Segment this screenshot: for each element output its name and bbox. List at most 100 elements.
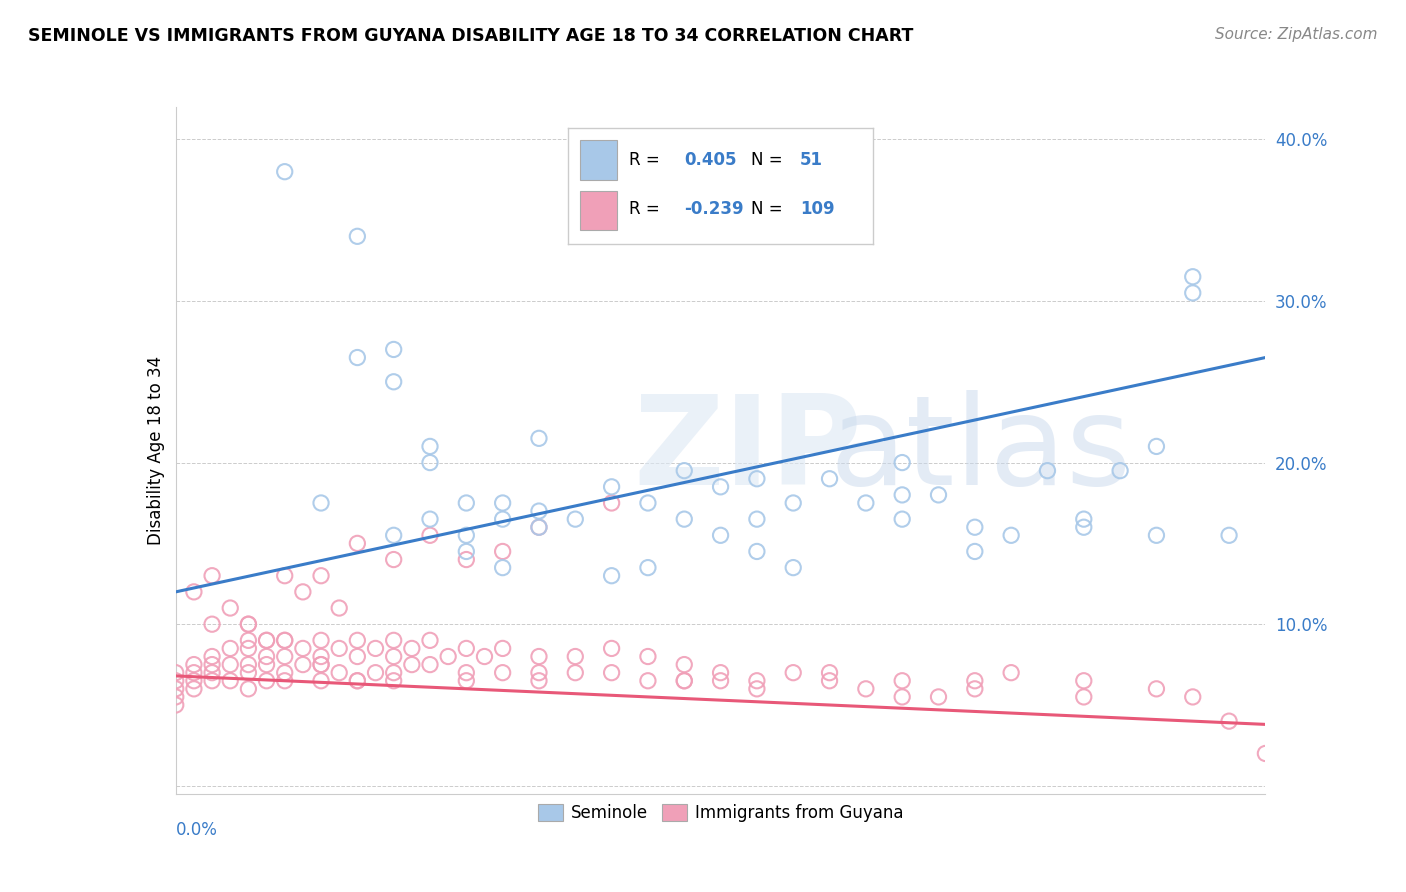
Point [1146, 528, 1168, 542]
Point [274, 665, 297, 680]
Point [492, 544, 515, 558]
Point [328, 601, 350, 615]
Point [309, 657, 332, 672]
Point [419, 633, 441, 648]
Point [891, 512, 914, 526]
Point [710, 528, 733, 542]
Point [745, 681, 768, 696]
Point [419, 528, 441, 542]
Point [309, 568, 332, 582]
Point [165, 698, 187, 712]
Point [201, 568, 224, 582]
Point [855, 496, 877, 510]
Point [165, 665, 187, 680]
Point [1073, 673, 1095, 688]
Legend: Seminole, Immigrants from Guyana: Seminole, Immigrants from Guyana [530, 796, 911, 830]
Point [256, 649, 278, 664]
Point [274, 649, 297, 664]
Point [963, 681, 986, 696]
Text: Source: ZipAtlas.com: Source: ZipAtlas.com [1215, 27, 1378, 42]
Point [419, 512, 441, 526]
Point [291, 641, 314, 656]
Point [309, 673, 332, 688]
Point [782, 496, 804, 510]
Point [238, 665, 260, 680]
Point [1036, 464, 1059, 478]
Point [600, 496, 623, 510]
Point [328, 665, 350, 680]
Point [818, 472, 841, 486]
Point [183, 657, 205, 672]
Point [419, 439, 441, 453]
Point [600, 665, 623, 680]
Point [238, 617, 260, 632]
Point [600, 480, 623, 494]
Point [256, 673, 278, 688]
Point [401, 641, 423, 656]
Point [382, 633, 405, 648]
Point [492, 496, 515, 510]
Point [274, 633, 297, 648]
Point [291, 585, 314, 599]
Point [346, 649, 368, 664]
Text: atlas: atlas [830, 390, 1132, 511]
Point [456, 673, 478, 688]
Point [382, 665, 405, 680]
Point [309, 633, 332, 648]
Point [382, 528, 405, 542]
Point [1181, 269, 1204, 284]
Point [183, 673, 205, 688]
Point [382, 552, 405, 566]
Point [382, 673, 405, 688]
Point [165, 681, 187, 696]
Point [1218, 714, 1240, 728]
Point [855, 681, 877, 696]
Point [564, 665, 586, 680]
Point [401, 657, 423, 672]
Point [183, 585, 205, 599]
Point [527, 431, 550, 445]
Point [527, 504, 550, 518]
Point [456, 552, 478, 566]
Point [346, 673, 368, 688]
Point [1000, 528, 1022, 542]
Point [291, 657, 314, 672]
Point [1218, 528, 1240, 542]
Point [527, 520, 550, 534]
Point [1254, 747, 1277, 761]
Point [219, 601, 242, 615]
Point [238, 657, 260, 672]
Point [437, 649, 460, 664]
Point [710, 480, 733, 494]
Point [600, 641, 623, 656]
Point [274, 673, 297, 688]
Point [274, 568, 297, 582]
Point [201, 665, 224, 680]
Point [818, 673, 841, 688]
Point [346, 351, 368, 365]
Point [673, 673, 696, 688]
Point [673, 464, 696, 478]
Point [419, 456, 441, 470]
Point [564, 649, 586, 664]
Point [274, 633, 297, 648]
Point [1146, 439, 1168, 453]
Point [1109, 464, 1132, 478]
Text: ZIP: ZIP [633, 390, 862, 511]
Point [492, 665, 515, 680]
Point [818, 665, 841, 680]
Point [673, 673, 696, 688]
Point [637, 560, 659, 574]
Point [527, 673, 550, 688]
Point [364, 641, 387, 656]
Point [492, 512, 515, 526]
Point [165, 690, 187, 704]
Point [309, 496, 332, 510]
Point [600, 568, 623, 582]
Point [928, 488, 950, 502]
Point [745, 544, 768, 558]
Point [346, 673, 368, 688]
Point [256, 657, 278, 672]
Point [256, 633, 278, 648]
Point [710, 665, 733, 680]
